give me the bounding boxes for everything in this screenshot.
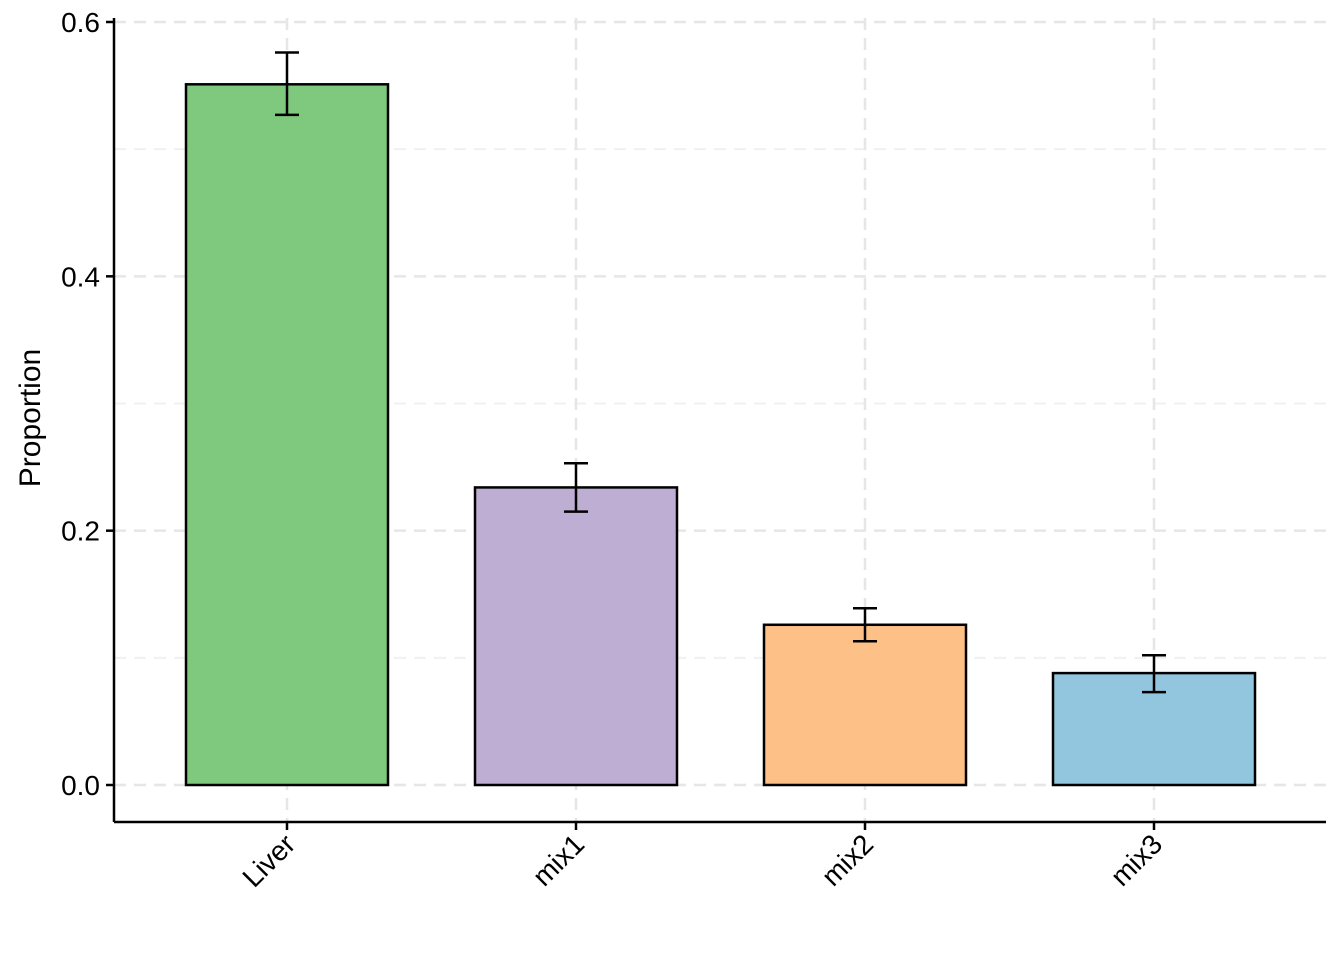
y-axis-title: Proportion — [14, 349, 47, 487]
x-tick-label-mix3: mix3 — [1105, 828, 1169, 892]
error-bars-group — [275, 51, 1166, 694]
x-tick-label-mix2: mix2 — [816, 828, 880, 892]
bar-mix1 — [473, 486, 679, 787]
bar-liver — [184, 83, 390, 787]
bars-group — [184, 83, 1257, 787]
y-ticks: 0.0 0.2 0.4 0.6 — [61, 7, 114, 801]
error-bar-mix1 — [564, 462, 588, 513]
x-ticks: Liver mix1 mix2 mix3 — [236, 822, 1168, 893]
y-tick-label: 0.6 — [61, 7, 100, 38]
x-tick-label-liver: Liver — [236, 828, 301, 893]
error-bar-liver — [275, 51, 299, 117]
x-tick-label-mix1: mix1 — [527, 828, 591, 892]
error-bar-mix3 — [1142, 654, 1166, 694]
error-bar-mix2 — [853, 606, 877, 643]
y-tick-label: 0.2 — [61, 516, 100, 547]
bar-mix2 — [762, 623, 968, 787]
y-tick-label: 0.4 — [61, 261, 100, 292]
axes — [112, 18, 1326, 824]
y-tick-label: 0.0 — [61, 770, 100, 801]
